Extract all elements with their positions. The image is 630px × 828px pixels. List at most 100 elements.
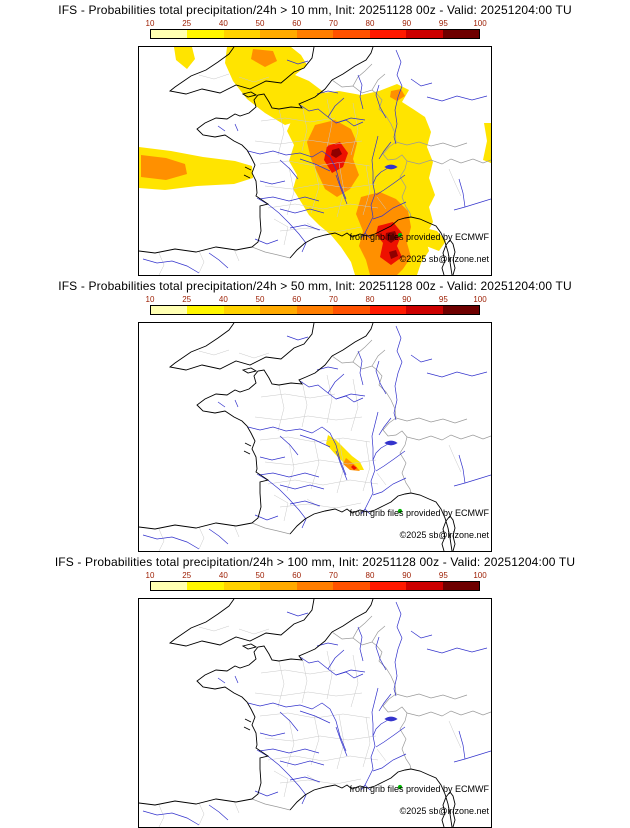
scale-tick-label: 80 — [365, 19, 375, 28]
scale-color-segment — [406, 30, 443, 38]
scale-tick-label: 60 — [292, 19, 302, 28]
coastlines — [139, 599, 456, 827]
ecmwf-attribution: from grib files provided by ECMWF — [349, 784, 489, 794]
scale-tick-label: 95 — [438, 295, 448, 304]
scale-color-segment — [223, 582, 261, 590]
country-borders — [251, 339, 491, 535]
map-svg — [139, 599, 491, 827]
scale-color-segment — [296, 306, 334, 314]
scale-tick-label: 40 — [218, 295, 228, 304]
precip-probability-area — [331, 148, 342, 158]
scale-color-segment — [369, 582, 407, 590]
scale-color-segment — [260, 582, 297, 590]
scale-color-segment — [260, 306, 297, 314]
ecmwf-attribution: from grib files provided by ECMWF — [349, 508, 489, 518]
forecast-panel-10mm: IFS - Probabilities total precipitation/… — [0, 0, 630, 276]
coastlines — [139, 47, 456, 275]
scale-color-segment — [406, 306, 443, 314]
scale-tick-label: 60 — [292, 295, 302, 304]
precip-probability-area — [483, 123, 491, 163]
rivers — [142, 601, 491, 826]
probability-color-scale: 10 25 40 50 60 70 80 90 95 100 — [146, 571, 487, 591]
scale-color-segment — [369, 306, 407, 314]
scale-color-segment — [187, 582, 224, 590]
precip-probability-area — [351, 465, 357, 470]
scale-color-bar — [150, 581, 480, 591]
scale-color-segment — [187, 30, 224, 38]
forecast-panel-50mm: IFS - Probabilities total precipitation/… — [0, 276, 630, 552]
department-boundaries — [158, 349, 462, 551]
precip-probability-area — [174, 47, 195, 69]
scale-tick-label: 100 — [473, 571, 487, 580]
scale-color-segment — [151, 306, 188, 314]
location-marker-dot — [397, 784, 403, 790]
coastlines — [139, 323, 456, 551]
scale-tick-label: 100 — [473, 19, 487, 28]
scale-color-bar — [150, 305, 480, 315]
country-borders — [251, 615, 491, 811]
copyright-text: ©2025 sb@irizone.net — [399, 530, 489, 540]
scale-color-segment — [296, 582, 334, 590]
scale-tick-labels: 10 25 40 50 60 70 80 90 95 100 — [146, 19, 487, 29]
scale-tick-label: 10 — [145, 19, 155, 28]
ecmwf-attribution: from grib files provided by ECMWF — [349, 232, 489, 242]
scale-tick-label: 10 — [145, 571, 155, 580]
country-borders — [251, 63, 491, 259]
scale-tick-label: 25 — [182, 19, 192, 28]
location-marker-dot — [397, 508, 403, 514]
scale-tick-label: 70 — [328, 19, 338, 28]
scale-color-segment — [223, 30, 261, 38]
scale-color-segment — [406, 582, 443, 590]
probability-color-scale: 10 25 40 50 60 70 80 90 95 100 — [146, 19, 487, 39]
location-marker-dot — [397, 232, 403, 238]
precip-probability-area — [385, 231, 398, 243]
department-boundaries — [158, 73, 462, 275]
scale-tick-label: 70 — [328, 295, 338, 304]
panel-title: IFS - Probabilities total precipitation/… — [54, 555, 576, 569]
department-boundaries — [158, 625, 462, 827]
scale-tick-label: 100 — [473, 295, 487, 304]
precip-probability-area — [141, 155, 187, 180]
forecast-panel-100mm: IFS - Probabilities total precipitation/… — [0, 552, 630, 828]
scale-tick-label: 95 — [438, 571, 448, 580]
precip-probability-area — [389, 250, 398, 259]
scale-tick-label: 50 — [255, 295, 265, 304]
scale-tick-label: 50 — [255, 19, 265, 28]
scale-color-segment — [151, 30, 188, 38]
france-precip-probability-map: from grib files provided by ECMWF ©2025 … — [138, 46, 492, 276]
scale-tick-label: 25 — [182, 295, 192, 304]
scale-color-segment — [442, 306, 479, 314]
precip-overlays — [139, 47, 491, 275]
scale-tick-label: 95 — [438, 19, 448, 28]
scale-color-segment — [442, 582, 479, 590]
precip-probability-area — [418, 227, 446, 251]
scale-color-segment — [260, 30, 297, 38]
map-svg — [139, 47, 491, 275]
scale-color-segment — [296, 30, 334, 38]
scale-tick-label: 80 — [365, 295, 375, 304]
scale-tick-label: 90 — [402, 295, 412, 304]
scale-color-bar — [150, 29, 480, 39]
scale-color-segment — [333, 306, 370, 314]
scale-color-segment — [369, 30, 407, 38]
panel-title: IFS - Probabilities total precipitation/… — [58, 3, 572, 17]
probability-color-scale: 10 25 40 50 60 70 80 90 95 100 — [146, 295, 487, 315]
scale-tick-label: 80 — [365, 571, 375, 580]
scale-color-segment — [187, 306, 224, 314]
scale-color-segment — [333, 582, 370, 590]
scale-tick-label: 40 — [218, 19, 228, 28]
scale-tick-labels: 10 25 40 50 60 70 80 90 95 100 — [146, 295, 487, 305]
scale-tick-label: 50 — [255, 571, 265, 580]
scale-tick-label: 90 — [402, 19, 412, 28]
scale-tick-label: 25 — [182, 571, 192, 580]
scale-tick-label: 90 — [402, 571, 412, 580]
scale-color-segment — [333, 30, 370, 38]
precip-probability-area — [251, 49, 277, 67]
scale-tick-label: 70 — [328, 571, 338, 580]
panel-title: IFS - Probabilities total precipitation/… — [58, 279, 572, 293]
scale-color-segment — [442, 30, 479, 38]
map-svg — [139, 323, 491, 551]
copyright-text: ©2025 sb@irizone.net — [399, 806, 489, 816]
copyright-text: ©2025 sb@irizone.net — [399, 254, 489, 264]
